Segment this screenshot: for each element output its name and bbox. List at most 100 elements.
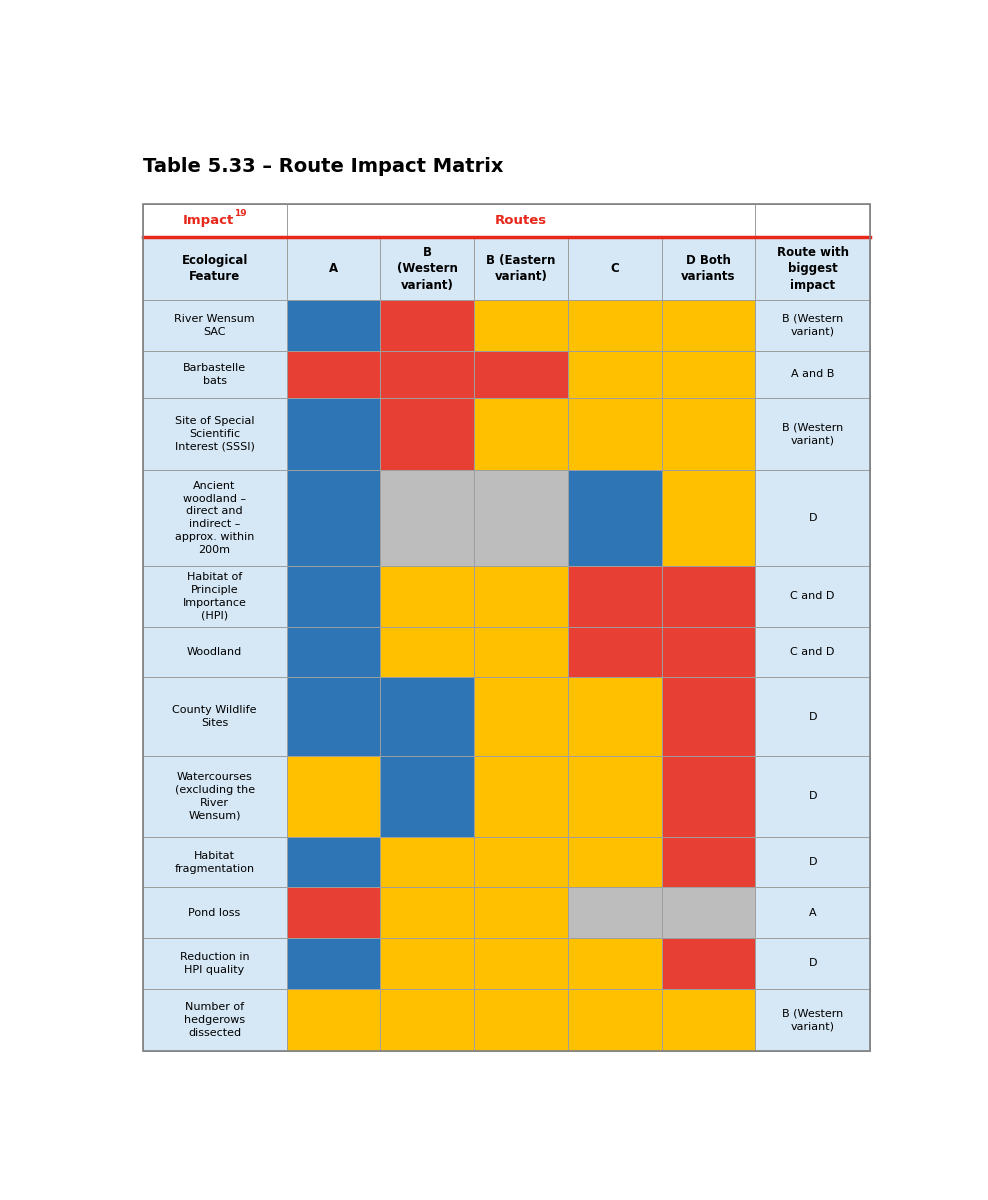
Bar (142, 678, 287, 756)
Bar (380, 756, 474, 836)
Bar (755, 989, 870, 1051)
Bar (474, 300, 568, 350)
Bar (568, 300, 662, 350)
Bar (662, 836, 755, 888)
Bar (568, 756, 662, 836)
Bar (662, 989, 755, 1051)
Bar (474, 626, 568, 678)
Bar (142, 566, 287, 626)
Bar (474, 566, 568, 626)
Text: Impact: Impact (183, 214, 234, 227)
Bar (755, 300, 870, 350)
Bar (380, 238, 474, 300)
Bar (142, 756, 287, 836)
Bar (474, 938, 568, 989)
Bar (568, 989, 662, 1051)
Bar (474, 756, 568, 836)
Bar (142, 626, 287, 678)
Bar (287, 238, 380, 300)
Bar (380, 836, 474, 888)
Text: Table 5.33 – Route Impact Matrix: Table 5.33 – Route Impact Matrix (142, 157, 503, 176)
Bar (474, 888, 568, 938)
Text: Habitat of
Principle
Importance
(HPI): Habitat of Principle Importance (HPI) (183, 572, 247, 620)
Bar (662, 300, 755, 350)
Bar (755, 566, 870, 626)
Text: Pond loss: Pond loss (189, 907, 241, 918)
Text: D: D (808, 959, 817, 968)
Text: D: D (808, 512, 817, 523)
Bar (142, 238, 287, 300)
Text: A and B: A and B (791, 370, 834, 379)
Bar (287, 566, 380, 626)
Bar (755, 398, 870, 470)
Bar (380, 989, 474, 1051)
Bar (142, 300, 287, 350)
Bar (287, 888, 380, 938)
Bar (568, 836, 662, 888)
Bar (568, 678, 662, 756)
Bar (380, 470, 474, 566)
Bar (142, 204, 287, 238)
Bar (568, 566, 662, 626)
Bar (287, 938, 380, 989)
Bar (755, 756, 870, 836)
Text: B
(Western
variant): B (Western variant) (397, 246, 457, 292)
Bar (380, 300, 474, 350)
Bar (142, 350, 287, 398)
Text: B (Western
variant): B (Western variant) (782, 1008, 844, 1031)
Text: Habitat
fragmentation: Habitat fragmentation (175, 851, 255, 874)
Bar (287, 350, 380, 398)
Bar (755, 238, 870, 300)
Bar (755, 836, 870, 888)
Bar (287, 398, 380, 470)
Bar (755, 204, 870, 238)
Bar (662, 938, 755, 989)
Bar (474, 238, 568, 300)
Bar (287, 204, 755, 238)
Text: D: D (808, 857, 817, 868)
Bar (755, 626, 870, 678)
Text: C and D: C and D (790, 592, 835, 601)
Bar (474, 470, 568, 566)
Bar (755, 888, 870, 938)
Bar (380, 678, 474, 756)
Bar (474, 836, 568, 888)
Text: Reduction in
HPI quality: Reduction in HPI quality (180, 952, 249, 974)
Text: Routes: Routes (495, 214, 547, 227)
Text: C and D: C and D (790, 647, 835, 658)
Text: Barbastelle
bats: Barbastelle bats (183, 364, 246, 386)
Bar (755, 678, 870, 756)
Bar (380, 350, 474, 398)
Text: D: D (808, 712, 817, 721)
Bar (142, 888, 287, 938)
Bar (568, 938, 662, 989)
Bar (662, 350, 755, 398)
Text: B (Western
variant): B (Western variant) (782, 422, 844, 445)
Bar (662, 238, 755, 300)
Text: B (Eastern
variant): B (Eastern variant) (486, 254, 555, 283)
Text: D Both
variants: D Both variants (681, 254, 736, 283)
Text: Woodland: Woodland (187, 647, 242, 658)
Text: C: C (611, 262, 619, 275)
Text: 19: 19 (233, 209, 246, 218)
Text: D: D (808, 791, 817, 802)
Bar (568, 888, 662, 938)
Bar (755, 938, 870, 989)
Bar (474, 350, 568, 398)
Bar (662, 626, 755, 678)
Bar (568, 350, 662, 398)
Bar (380, 938, 474, 989)
Bar (662, 398, 755, 470)
Text: Number of
hedgerows
dissected: Number of hedgerows dissected (184, 1002, 245, 1038)
Bar (755, 470, 870, 566)
Bar (568, 238, 662, 300)
Bar (380, 566, 474, 626)
Bar (474, 678, 568, 756)
Bar (568, 626, 662, 678)
Text: Site of Special
Scientific
Interest (SSSI): Site of Special Scientific Interest (SSS… (175, 416, 255, 452)
Text: Ancient
woodland –
direct and
indirect –
approx. within
200m: Ancient woodland – direct and indirect –… (175, 481, 254, 554)
Bar (287, 989, 380, 1051)
Text: Ecological
Feature: Ecological Feature (182, 254, 248, 283)
Bar (142, 836, 287, 888)
Bar (142, 470, 287, 566)
